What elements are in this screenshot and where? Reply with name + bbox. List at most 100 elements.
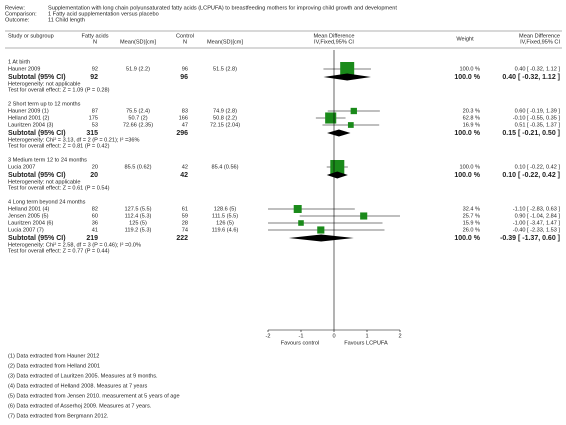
label: 315 [86, 130, 98, 137]
x-tick-label: 1 [365, 333, 368, 339]
label: Heterogeneity: Chi² = 3.13, df = 2 (P = … [8, 137, 139, 143]
label: 42 [182, 164, 188, 170]
label: Lauritzen 2004 (6) [8, 220, 54, 226]
label: 0.10 [ -0.22, 0.42 ] [515, 164, 561, 170]
label: -0.39 [ -1.37, 0.60 ] [500, 235, 560, 242]
label: 0.40 [ -0.32, 1.12 ] [502, 74, 560, 81]
study-box [325, 112, 337, 124]
label: N [183, 39, 187, 45]
label: 20.3 % [463, 108, 480, 114]
label: -1.10 [ -2.83, 0.63 ] [513, 206, 561, 212]
label: Mean(SD)[cm] [207, 39, 243, 45]
label: 126 (5) [216, 220, 234, 226]
label: 0.15 [ -0.21, 0.50 ] [502, 130, 560, 137]
label: Mean Difference [314, 33, 355, 39]
label: Mean Difference [519, 33, 560, 39]
label: Subtotal (95% CI) [8, 235, 66, 242]
label: IV,Fixed,95% CI [520, 39, 560, 45]
label: 50.8 (2.2) [213, 115, 237, 121]
footnote: (4) Data extracted of Helland 2008. Meas… [8, 383, 147, 389]
label: Hauner 2009 [8, 66, 40, 72]
footnote: (5) Data extracted from Jensen 2010. mea… [8, 393, 180, 399]
label: 16.9 % [463, 122, 480, 128]
x-tick-label: -2 [266, 333, 271, 339]
study-box [317, 226, 325, 234]
label: 28 [182, 220, 188, 226]
label: Study or subgroup [8, 33, 54, 39]
label: Fatty acids [81, 33, 108, 39]
subtotal-diamond [323, 73, 371, 81]
label: 51.9 (2.2) [126, 66, 150, 72]
subtotal-diamond [326, 171, 348, 179]
label: 15.9 % [463, 220, 480, 226]
label: 1 Fatty acid supplementation versus plac… [48, 11, 159, 17]
study-box [350, 107, 357, 115]
group-title: 3 Medium term 12 to 24 months [8, 157, 87, 163]
label: 50.7 (2) [128, 115, 147, 121]
subtotal-diamond [288, 234, 354, 242]
label: Hauner 2009 (1) [8, 108, 49, 114]
label: Test for overall effect: Z = 0.81 (P = 0… [8, 143, 110, 149]
label: Review: [5, 5, 25, 11]
label: 222 [176, 235, 188, 242]
footnote: (7) Data extracted from Bergmann 2012. [8, 413, 109, 419]
label: N [93, 39, 97, 45]
label: 20 [92, 164, 98, 170]
label: Lucia 2007 [8, 164, 35, 170]
label: 20 [90, 172, 98, 179]
study-box [340, 62, 355, 76]
label: 96 [180, 74, 188, 81]
label: Supplementation with long chain polyunsa… [48, 5, 397, 11]
label: 0.40 [ -0.32, 1.12 ] [515, 66, 561, 72]
label: 36 [92, 220, 98, 226]
label: 112.4 (5.3) [125, 213, 152, 219]
label: 47 [182, 122, 188, 128]
label: 25.7 % [463, 213, 480, 219]
label: 41 [92, 227, 98, 233]
label: 11 Child length [48, 17, 85, 23]
label: Lucia 2007 (7) [8, 227, 44, 233]
label: 100.0 % [454, 235, 480, 242]
label: 119.6 (4.6) [212, 227, 239, 233]
label: 96 [182, 66, 188, 72]
group-title: 1 At birth [8, 59, 30, 65]
label: 100.0 % [454, 130, 480, 137]
label: 111.5 (5.5) [212, 213, 238, 219]
label: Mean(SD)[cm] [120, 39, 156, 45]
label: 75.5 (2.4) [126, 108, 150, 114]
label: Weight [456, 36, 474, 42]
label: Subtotal (95% CI) [8, 172, 66, 179]
label: 72.66 (2.35) [123, 122, 153, 128]
label: 51.5 (2.8) [213, 66, 237, 72]
label: 87 [92, 108, 98, 114]
label: Test for overall effect: Z = 0.77 (P = 0… [8, 248, 110, 254]
label: Subtotal (95% CI) [8, 130, 66, 137]
label: Test for overall effect: Z = 0.61 (P = 0… [8, 185, 110, 191]
label: 83 [182, 108, 188, 114]
label: Heterogeneity: not applicable [8, 179, 80, 185]
label: 128.6 (5) [214, 206, 237, 212]
label: -0.40 [ -2.33, 1.53 ] [513, 227, 561, 233]
label: 100.0 % [459, 164, 480, 170]
label: 62.8 % [463, 115, 480, 121]
label: 100.0 % [454, 74, 480, 81]
label: 219 [86, 235, 98, 242]
label: 60 [92, 213, 98, 219]
label: Subtotal (95% CI) [8, 74, 66, 81]
study-box [360, 212, 368, 220]
label: -0.10 [ -0.55, 0.35 ] [513, 115, 561, 121]
label: 0.10 [ -0.22, 0.42 ] [502, 172, 560, 179]
label: 74 [182, 227, 188, 233]
label: Lauritzen 2004 (3) [8, 122, 54, 128]
label: Heterogeneity: not applicable [8, 81, 80, 87]
label: Jensen 2005 (5) [8, 213, 49, 219]
study-box [298, 220, 304, 226]
label: 85.4 (0.56) [211, 164, 238, 170]
footnote: (6) Data extracted of Asserhoj 2009. Mea… [8, 403, 152, 409]
x-tick-label: 0 [332, 333, 335, 339]
label: 72.15 (2.04) [210, 122, 240, 128]
label: 0.90 [ -1.04, 2.84 ] [515, 213, 561, 219]
label: -1.00 [ -3.47, 1.47 ] [513, 220, 561, 226]
label: 82 [92, 206, 98, 212]
